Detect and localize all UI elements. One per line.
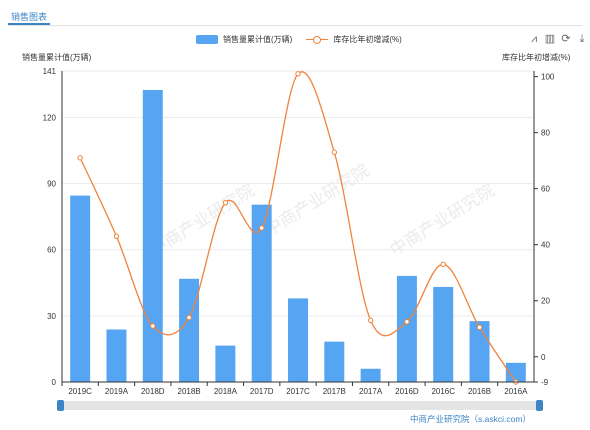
zoom-handle-right[interactable] xyxy=(536,400,543,411)
right-axis-title: 库存比年初增减(%) xyxy=(502,53,571,62)
chart-legend: 销售量累计值(万辆) 库存比年初增减(%) xyxy=(196,34,416,45)
y-left-tick-label: 120 xyxy=(43,113,57,122)
x-tick-label: 2017C xyxy=(286,387,310,396)
bar xyxy=(324,341,345,382)
x-tick-label: 2019A xyxy=(105,387,129,396)
x-tick-label: 2016C xyxy=(431,387,455,396)
watermark-text: 中商产业研究院 xyxy=(262,161,373,240)
tab-sales-chart[interactable]: 销售图表 xyxy=(11,12,48,22)
bar xyxy=(505,362,526,382)
line-point xyxy=(113,233,120,240)
download-icon[interactable]: ⤓ xyxy=(579,33,585,45)
line-point xyxy=(295,71,301,77)
y-right-tick-label: 0 xyxy=(541,353,546,362)
legend-line-swatch xyxy=(306,35,329,44)
watermark-group: 中商产业研究院 中商产业研究院 中商产业研究院 xyxy=(147,161,498,260)
left-axis-title: 销售量累计值(万辆) xyxy=(22,53,92,62)
y-right-tick-label: 80 xyxy=(541,129,550,138)
bar xyxy=(106,329,127,382)
line-point xyxy=(186,314,192,321)
legend-bars-label: 销售量累计值(万辆) xyxy=(223,35,293,44)
bar-chart-icon[interactable]: ▥ xyxy=(544,33,556,45)
legend-line-label: 库存比年初增减(%) xyxy=(333,35,402,44)
x-tick-label: 2017B xyxy=(323,387,346,396)
x-tick-label: 2019C xyxy=(68,387,92,396)
bar xyxy=(142,89,163,382)
line-point xyxy=(150,323,156,329)
line-point xyxy=(440,261,446,268)
x-tick-label: 2017D xyxy=(250,387,274,396)
x-tick-label: 2018D xyxy=(141,387,165,396)
y-right-tick-label: 20 xyxy=(541,297,550,306)
bar xyxy=(70,195,91,382)
x-tick-label: 2016D xyxy=(395,387,419,396)
zoom-handle-left[interactable] xyxy=(57,400,64,411)
y-right-tick-label: 60 xyxy=(541,185,550,194)
bar xyxy=(360,368,381,382)
bar xyxy=(179,278,200,382)
restore-icon[interactable]: ⟳ xyxy=(561,33,571,45)
bar xyxy=(469,321,490,382)
line-group xyxy=(77,71,519,385)
y-left-tick-label: 60 xyxy=(47,246,56,255)
y-left-tick-label: 30 xyxy=(47,312,56,321)
y-right-tick-label: -9 xyxy=(541,378,549,387)
x-tick-label: 2017A xyxy=(359,387,383,396)
bar xyxy=(251,204,272,382)
x-tick-label: 2018A xyxy=(214,387,238,396)
x-tick-label: 2018B xyxy=(178,387,201,396)
y-right-tick-label: 40 xyxy=(541,241,550,250)
y-left-tick-label: 141 xyxy=(43,67,57,76)
legend-item-bars[interactable]: 销售量累计值(万辆) xyxy=(196,34,292,45)
data-zoom-slider[interactable] xyxy=(57,400,543,411)
bar xyxy=(215,345,236,382)
chart-toolbox: ⩘ ▥ ⟳ ⤓ xyxy=(528,33,588,45)
line-chart-icon[interactable]: ⩘ xyxy=(530,33,538,45)
legend-bar-swatch xyxy=(196,35,218,44)
line-point xyxy=(476,324,483,331)
x-tick-label: 2016A xyxy=(504,387,528,396)
tab-active-indicator xyxy=(8,23,50,25)
line-point xyxy=(222,199,229,206)
source-credit: 中商产业研究院（s.askci.com） xyxy=(410,414,531,424)
y-left-tick-label: 0 xyxy=(52,378,57,387)
y-right-tick-label: 100 xyxy=(541,73,555,82)
bar xyxy=(288,298,308,382)
y-left-tick-label: 90 xyxy=(47,179,56,188)
legend-item-line[interactable]: 库存比年初增减(%) xyxy=(306,34,402,45)
watermark-text: 中商产业研究院 xyxy=(387,181,498,260)
x-tick-label: 2016B xyxy=(468,387,491,396)
line-point xyxy=(367,317,374,324)
watermark-text: 中商产业研究院 xyxy=(147,181,258,260)
line-point xyxy=(404,319,410,325)
bar xyxy=(433,286,454,382)
axes-group: 0 30 60 90 120 141 -9 0 20 40 60 80 100 2019C 2019A 201… xyxy=(43,67,555,396)
line-point xyxy=(77,155,83,161)
bars-group xyxy=(70,89,526,382)
line-point xyxy=(258,225,265,231)
tab-divider xyxy=(8,25,582,26)
bar xyxy=(396,275,417,382)
line-point xyxy=(331,149,338,155)
